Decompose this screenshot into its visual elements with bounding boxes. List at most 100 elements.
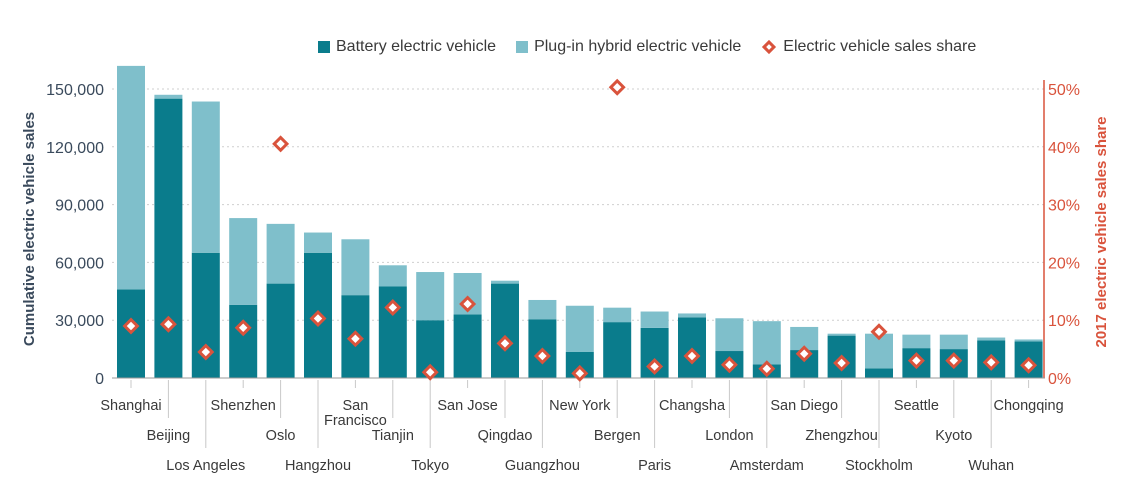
category-label: Tokyo [411,458,449,474]
bar-phev [827,333,856,336]
bar-bev [865,368,893,378]
category-label: San Francisco [324,398,387,429]
share-marker [758,360,776,378]
share-marker [346,330,364,348]
y2-tick-label: 40% [1048,140,1080,157]
share-marker [945,352,963,370]
y-axis-title: Cumulative electric vehicle sales [21,112,38,346]
y2-tick-label: 20% [1048,255,1080,272]
share-marker [197,343,215,361]
share-marker [496,334,514,352]
bar-phev [304,232,332,253]
share-marker [459,295,477,313]
bar-phev [715,318,744,352]
bar-phev [1014,339,1043,342]
bar-phev [528,299,557,320]
share-marker [608,78,626,96]
bar-phev [191,101,220,253]
y-tick-label: 150,000 [46,82,104,99]
category-label: San Jose [437,398,497,414]
bar-phev [341,239,370,296]
share-marker [272,135,290,153]
category-label: Los Angeles [166,458,245,474]
y-tick-label: 0 [95,371,104,388]
bar-phev [154,94,183,99]
legend-label-share: Electric vehicle sales share [783,38,977,55]
bar-phev [790,326,819,351]
share-marker [982,353,1000,371]
bar-phev [378,265,407,287]
share-marker [309,309,327,327]
category-label: Guangzhou [505,458,580,474]
category-label: Wuhan [968,458,1014,474]
category-label: Changsha [659,398,726,414]
category-label: Kyoto [935,428,972,444]
y-tick-label: 60,000 [55,255,104,272]
bar-phev [416,272,445,321]
category-label: Paris [638,458,671,474]
bar-bev [491,283,519,378]
share-marker [234,319,252,337]
bar-bev [229,304,258,378]
legend-item-phev: Plug-in hybrid electric vehicle [516,38,741,56]
bar-phev [603,307,632,323]
chart-legend: Battery electric vehicle Plug-in hybrid … [318,38,996,56]
bar-phev [117,65,145,290]
bar-phev [752,321,781,365]
bar-bev [603,322,632,378]
y2-tick-label: 0% [1048,371,1071,388]
legend-item-share: Electric vehicle sales share [761,38,976,56]
category-label: Hangzhou [285,458,351,474]
share-marker [646,357,664,375]
category-label: Tianjin [372,428,414,444]
share-marker [571,364,589,382]
bar-phev [229,218,258,305]
bar-phev [939,334,968,350]
y-tick-label: 90,000 [55,198,104,215]
category-label: San Diego [770,398,838,414]
legend-item-bev: Battery electric vehicle [318,38,496,56]
bar-phev [491,280,519,284]
y2-axis-title: 2017 electric vehicle sales share [1093,116,1110,347]
y-tick-label: 120,000 [46,140,104,157]
share-marker [421,363,439,381]
bar-bev [154,98,183,378]
y2-tick-label: 30% [1048,198,1080,215]
bar-phev [977,337,1006,341]
category-label: Seattle [894,398,939,414]
legend-label-phev: Plug-in hybrid electric vehicle [534,38,742,55]
category-label: Shanghai [100,398,161,414]
category-label: Stockholm [845,458,913,474]
share-marker [1020,356,1038,374]
bar-bev [266,283,295,378]
category-label: Shenzhen [211,398,276,414]
category-label: London [705,428,753,444]
category-label: New York [549,398,611,414]
category-label: Amsterdam [730,458,804,474]
category-label: Chongqing [994,398,1064,414]
legend-swatch-bev [318,41,330,53]
share-marker [533,347,551,365]
y2-tick-label: 10% [1048,313,1080,330]
share-marker [720,356,738,374]
share-marker [122,317,140,335]
legend-label-bev: Battery electric vehicle [336,38,497,55]
bar-phev [640,311,669,328]
category-label: Qingdao [478,428,533,444]
category-label: Bergen [594,428,641,444]
legend-swatch-phev [516,41,529,53]
share-marker [683,347,701,365]
y-tick-label: 30,000 [55,313,104,330]
share-marker [907,352,925,370]
bar-phev [266,223,295,284]
share-marker [159,315,177,333]
category-label: Zhengzhou [805,428,878,444]
share-marker [870,323,888,341]
share-marker [795,345,813,363]
y2-tick-label: 50% [1048,82,1080,99]
bar-phev [565,305,594,352]
bar-bev [453,314,482,378]
category-label: Beijing [147,428,191,444]
share-marker [833,354,851,372]
